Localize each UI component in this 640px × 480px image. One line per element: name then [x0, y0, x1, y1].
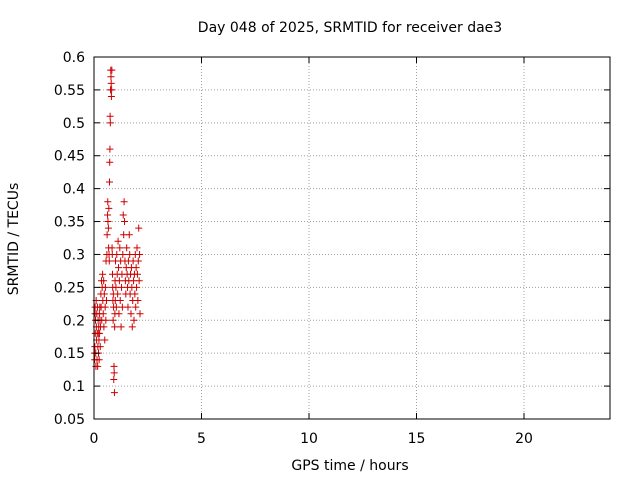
y-tick-label: 0.1: [63, 379, 85, 395]
data-point: [120, 198, 128, 206]
data-point: [136, 310, 144, 318]
data-point: [111, 323, 119, 331]
x-axis-label: GPS time / hours: [291, 458, 408, 474]
data-point: [128, 323, 136, 331]
data-point: [104, 198, 112, 206]
data-point: [95, 356, 103, 364]
data-point: [104, 224, 112, 232]
data-point: [110, 376, 118, 384]
y-tick-label: 0.6: [63, 50, 85, 66]
data-point: [110, 389, 118, 397]
data-point: [116, 297, 124, 305]
data-point: [105, 204, 113, 212]
data-point: [109, 316, 117, 324]
data-point: [136, 250, 144, 258]
data-point: [134, 257, 142, 265]
y-tick-label: 0.3: [63, 247, 85, 263]
data-point: [115, 277, 123, 285]
chart-title: Day 048 of 2025, SRMTID for receiver dae…: [198, 20, 502, 36]
data-point: [134, 297, 142, 305]
data-point: [105, 178, 113, 186]
data-point: [133, 270, 141, 278]
data-point: [125, 231, 133, 239]
data-point: [135, 277, 143, 285]
data-point: [117, 323, 125, 331]
y-tick-label: 0.5: [63, 116, 85, 132]
data-point: [131, 290, 139, 298]
data-point: [108, 244, 116, 252]
data-point: [116, 244, 124, 252]
data-point: [119, 250, 127, 258]
data-point: [115, 264, 123, 272]
data-point: [113, 250, 121, 258]
y-tick-label: 0.15: [54, 346, 85, 362]
data-point: [114, 237, 122, 245]
data-point: [127, 310, 135, 318]
x-tick-label: 10: [300, 431, 318, 447]
data-point: [100, 277, 108, 285]
x-tick-label: 0: [90, 431, 99, 447]
y-tick-label: 0.45: [54, 149, 85, 165]
data-point: [132, 303, 140, 311]
data-point: [135, 224, 143, 232]
data-point: [108, 86, 116, 94]
y-tick-label: 0.35: [54, 215, 85, 231]
data-point: [99, 310, 107, 318]
y-tick-label: 0.2: [63, 313, 85, 329]
data-point: [104, 218, 112, 226]
data-point: [106, 112, 114, 120]
data-point: [100, 323, 108, 331]
data-point: [106, 145, 114, 153]
data-point: [101, 303, 109, 311]
data-point: [110, 362, 118, 370]
y-tick-label: 0.05: [54, 412, 85, 428]
data-point: [106, 158, 114, 166]
x-tick-label: 5: [197, 431, 206, 447]
data-point: [112, 303, 120, 311]
data-point: [96, 329, 104, 337]
axis-ticks: 0.05 0.1 0.15 0.2 0.25 0.3 0.35 0.4 0.45 0.5 0.55 0…: [54, 50, 610, 447]
grid-lines: [94, 57, 610, 419]
data-point: [107, 79, 115, 87]
data-point: [99, 270, 107, 278]
data-point: [132, 264, 140, 272]
data-point: [102, 297, 110, 305]
data-point: [107, 92, 115, 100]
data-point: [107, 73, 115, 81]
y-tick-label: 0.4: [63, 182, 85, 198]
data-point: [110, 369, 118, 377]
y-tick-label: 0.25: [54, 280, 85, 296]
data-point: [133, 283, 141, 291]
data-point: [94, 362, 102, 370]
y-axis-label: SRMTID / TECUs: [6, 183, 22, 296]
data-point: [119, 211, 127, 219]
data-point: [115, 310, 123, 318]
data-point: [101, 283, 109, 291]
data-points: [90, 66, 144, 397]
data-point: [102, 316, 110, 324]
data-point: [133, 244, 141, 252]
data-point: [104, 211, 112, 219]
data-point: [106, 119, 114, 127]
data-point: [121, 218, 129, 226]
plot-frame: [93, 56, 611, 420]
data-point: [118, 283, 126, 291]
data-point: [96, 343, 104, 351]
data-point: [130, 316, 138, 324]
data-point: [101, 336, 109, 344]
x-tick-label: 20: [515, 431, 533, 447]
data-point: [105, 257, 113, 265]
y-tick-label: 0.55: [54, 83, 85, 99]
data-point: [123, 244, 131, 252]
data-point: [108, 66, 116, 74]
data-point: [114, 290, 122, 298]
x-tick-label: 15: [408, 431, 426, 447]
data-point: [103, 231, 111, 239]
data-point: [124, 303, 132, 311]
data-point: [100, 290, 108, 298]
